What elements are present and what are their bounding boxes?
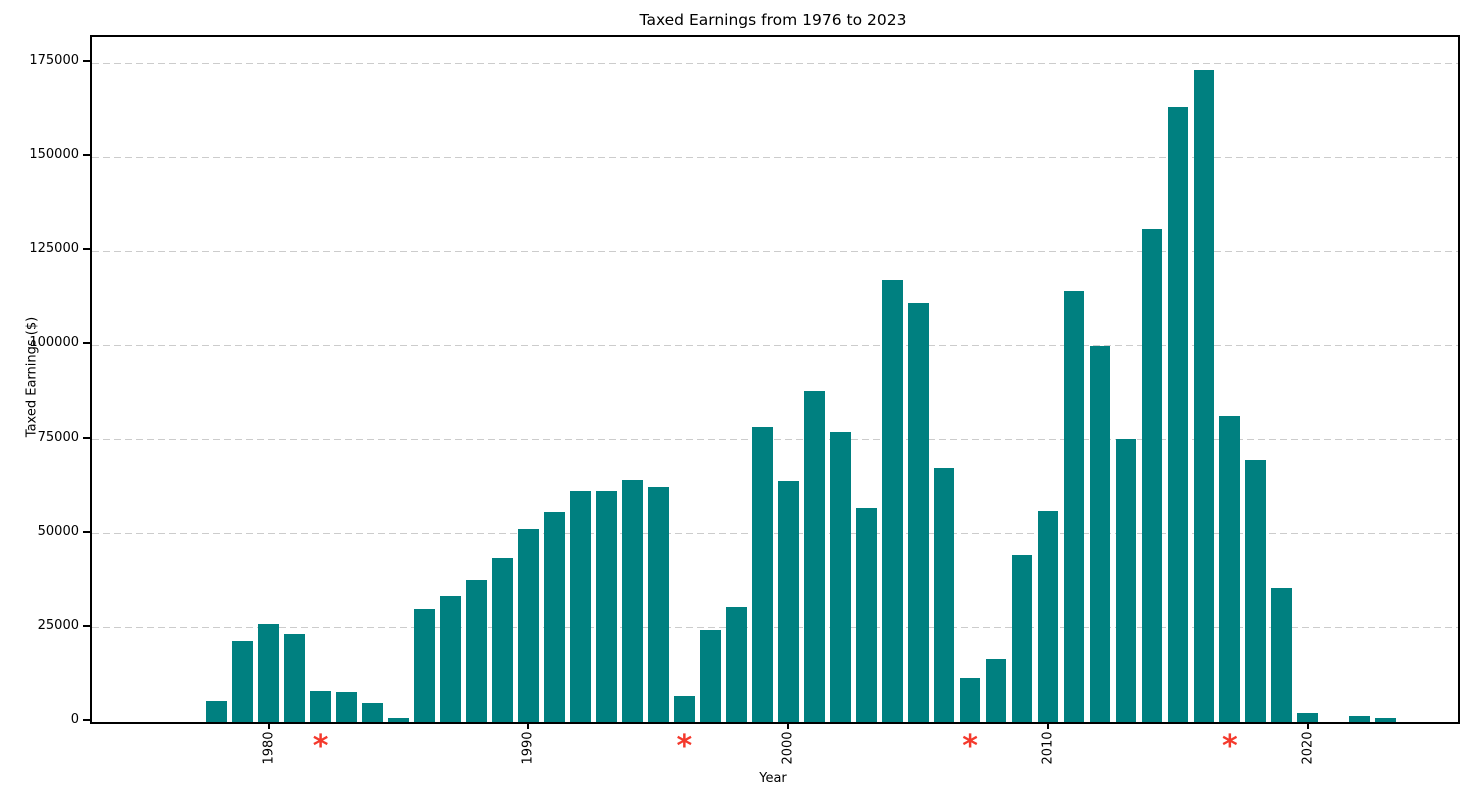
x-tick-mark [787, 722, 790, 729]
x-tick-mark [1306, 722, 1309, 729]
y-tick-label: 75000 [37, 429, 79, 445]
plot-area [90, 35, 1460, 724]
bar-2005 [907, 302, 929, 722]
y-tick-mark [83, 436, 90, 439]
chart-title: Taxed Earnings from 1976 to 2023 [639, 11, 907, 29]
bar-1987 [440, 596, 461, 722]
bar-2007 [959, 677, 981, 722]
missing-data-asterisk-1982: * [312, 729, 329, 764]
bar-1978 [206, 700, 228, 722]
y-tick-label: 100000 [29, 335, 79, 351]
bar-2010 [1037, 510, 1059, 722]
x-tick-mark [1047, 722, 1050, 729]
y-tick-label: 50000 [37, 523, 79, 539]
gridline-50000 [92, 533, 1458, 535]
y-tick-label: 125000 [29, 241, 79, 257]
bar-2015 [1167, 107, 1189, 722]
bar-1993 [595, 491, 617, 722]
bar-1994 [621, 479, 643, 722]
y-tick-mark [83, 342, 90, 345]
bar-2006 [933, 468, 955, 722]
bar-1999 [751, 426, 773, 722]
missing-data-asterisk-2007: * [962, 729, 978, 764]
bar-2009 [1011, 555, 1033, 722]
bar-1996 [673, 695, 695, 722]
bar-1992 [569, 491, 591, 722]
bar-1979 [232, 641, 254, 722]
gridline-175000 [92, 62, 1458, 64]
bar-2013 [1115, 438, 1137, 722]
bar-2011 [1063, 291, 1085, 722]
bar-2018 [1245, 459, 1267, 722]
y-tick-mark [83, 624, 90, 627]
gridline-100000 [92, 344, 1458, 346]
bar-1986 [414, 609, 435, 722]
bar-2002 [829, 432, 851, 722]
bar-1990 [518, 528, 539, 722]
y-tick-mark [83, 60, 90, 62]
x-tick-label: 1980 [261, 731, 277, 765]
y-tick-mark [83, 248, 90, 251]
x-tick-label: 2000 [780, 731, 796, 765]
gridline-125000 [92, 250, 1458, 252]
x-tick-label: 2020 [1300, 731, 1316, 765]
bar-1991 [544, 512, 565, 722]
x-tick-label: 1990 [520, 731, 536, 765]
y-tick-mark [83, 154, 90, 157]
x-axis-label: Year [759, 771, 787, 786]
bar-2022 [1349, 716, 1371, 722]
y-tick-mark [83, 719, 90, 721]
bar-2001 [803, 391, 825, 722]
bar-2019 [1271, 588, 1293, 722]
gridline-75000 [92, 439, 1458, 441]
bar-2016 [1193, 70, 1215, 722]
y-tick-label: 25000 [37, 617, 79, 633]
x-tick-label: 2010 [1040, 731, 1056, 765]
bar-1995 [647, 487, 669, 722]
bar-2017 [1219, 415, 1241, 722]
bar-2004 [881, 279, 903, 722]
bar-1997 [699, 630, 721, 722]
bar-2003 [855, 507, 877, 722]
missing-data-asterisk-2017: * [1222, 729, 1238, 764]
bar-1989 [492, 557, 513, 722]
bar-1984 [362, 702, 383, 722]
y-tick-label: 150000 [29, 147, 79, 163]
bar-2023 [1375, 718, 1397, 722]
missing-data-asterisk-1996: * [676, 729, 693, 764]
bar-2020 [1297, 712, 1319, 722]
bar-2014 [1141, 228, 1163, 722]
bar-2000 [777, 481, 799, 722]
bar-1985 [388, 717, 409, 722]
y-tick-label: 175000 [29, 53, 79, 68]
bar-1988 [466, 580, 487, 722]
y-tick-label: 0 [70, 712, 79, 727]
gridline-150000 [92, 156, 1458, 158]
bar-1981 [284, 633, 305, 722]
bar-1983 [336, 691, 357, 722]
y-tick-mark [83, 530, 90, 533]
bar-2012 [1089, 345, 1111, 722]
bar-1980 [258, 624, 280, 722]
x-tick-mark [267, 722, 270, 729]
bar-1998 [725, 606, 747, 722]
x-tick-mark [527, 722, 530, 729]
gridline-25000 [92, 627, 1458, 629]
bar-1982 [310, 691, 331, 722]
bar-2008 [985, 658, 1007, 722]
